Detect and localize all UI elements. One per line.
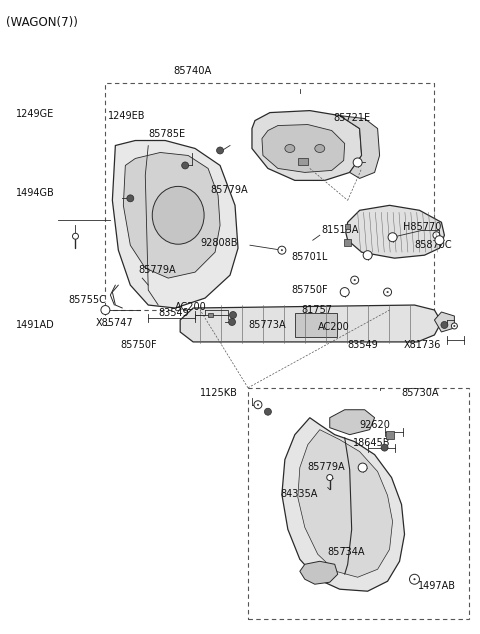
Polygon shape [180, 305, 442, 342]
Ellipse shape [435, 236, 444, 245]
Text: 85779A: 85779A [308, 462, 346, 472]
Text: 85730A: 85730A [402, 388, 439, 398]
Text: 92808B: 92808B [200, 238, 238, 249]
Bar [344, 239, 351, 246]
Polygon shape [300, 561, 338, 584]
Ellipse shape [264, 408, 271, 415]
Text: 85701L: 85701L [292, 252, 328, 262]
Ellipse shape [152, 186, 204, 244]
Text: 1491AD: 1491AD [16, 320, 54, 330]
Text: X81736: X81736 [404, 340, 441, 350]
Text: (WAGON(7)): (WAGON(7)) [6, 16, 78, 29]
Ellipse shape [229, 311, 237, 318]
Ellipse shape [388, 233, 397, 242]
Polygon shape [340, 115, 380, 178]
Text: 85721E: 85721E [334, 113, 371, 122]
Text: 18645B: 18645B [353, 437, 390, 448]
Bar [207, 313, 213, 318]
Text: H85770: H85770 [403, 223, 441, 232]
Ellipse shape [257, 404, 259, 406]
Bar [385, 430, 394, 439]
Text: AC200: AC200 [318, 322, 349, 332]
Polygon shape [434, 312, 455, 332]
Ellipse shape [278, 246, 286, 254]
Text: 85785E: 85785E [148, 129, 185, 139]
Ellipse shape [433, 232, 440, 239]
Polygon shape [282, 418, 405, 591]
Ellipse shape [127, 195, 134, 202]
Text: 85750F: 85750F [292, 285, 328, 295]
Text: 1249EB: 1249EB [108, 110, 146, 120]
Text: 1249GE: 1249GE [16, 108, 54, 119]
Text: 84335A: 84335A [280, 489, 317, 500]
Ellipse shape [441, 321, 448, 328]
Text: 85779A: 85779A [138, 265, 176, 275]
Text: 1497AB: 1497AB [418, 581, 456, 592]
Ellipse shape [315, 145, 325, 153]
Text: 1125KB: 1125KB [200, 388, 238, 398]
Ellipse shape [387, 292, 388, 293]
Ellipse shape [285, 145, 295, 153]
Text: 85779A: 85779A [210, 185, 248, 195]
Polygon shape [346, 205, 444, 258]
Text: 83549: 83549 [158, 308, 189, 318]
Ellipse shape [363, 250, 372, 260]
Ellipse shape [353, 158, 362, 167]
Ellipse shape [354, 280, 355, 281]
Ellipse shape [181, 162, 189, 169]
Polygon shape [252, 110, 361, 181]
Text: 85750F: 85750F [120, 340, 157, 350]
Ellipse shape [414, 578, 415, 580]
Ellipse shape [384, 288, 392, 296]
Ellipse shape [451, 323, 457, 329]
Text: AC200: AC200 [175, 302, 207, 312]
Ellipse shape [409, 574, 420, 584]
Ellipse shape [254, 401, 262, 409]
Text: 85773A: 85773A [248, 320, 286, 330]
Polygon shape [112, 141, 238, 308]
Bar [295, 313, 336, 337]
Ellipse shape [228, 318, 236, 325]
Text: 85870C: 85870C [415, 240, 452, 250]
Ellipse shape [101, 306, 110, 314]
Ellipse shape [454, 325, 455, 327]
Ellipse shape [381, 444, 388, 451]
Ellipse shape [216, 147, 224, 154]
Ellipse shape [351, 276, 359, 284]
Ellipse shape [358, 463, 367, 472]
Ellipse shape [72, 233, 78, 239]
Text: X85747: X85747 [96, 318, 133, 328]
Polygon shape [123, 153, 220, 278]
Text: 83549: 83549 [348, 340, 378, 350]
Text: 85740A: 85740A [173, 66, 212, 75]
Text: 81513A: 81513A [322, 225, 359, 235]
Text: 1494GB: 1494GB [16, 188, 54, 198]
Polygon shape [330, 410, 374, 435]
Ellipse shape [340, 288, 349, 297]
Text: 85734A: 85734A [328, 547, 365, 557]
Ellipse shape [327, 474, 333, 481]
Polygon shape [262, 124, 345, 172]
Polygon shape [298, 430, 393, 577]
Bar [345, 224, 350, 229]
Text: 85755C: 85755C [69, 295, 107, 305]
Text: 81757: 81757 [302, 305, 333, 315]
Polygon shape [298, 158, 308, 165]
Ellipse shape [281, 249, 283, 251]
Text: 92620: 92620 [360, 420, 391, 430]
